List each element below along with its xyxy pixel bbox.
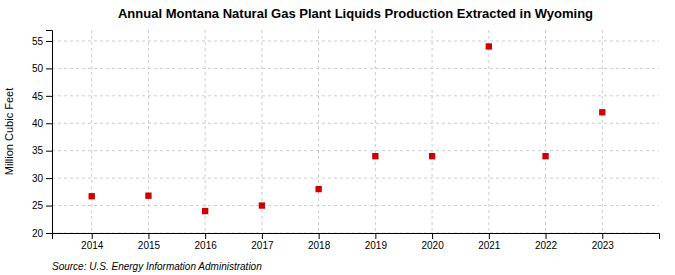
y-tick-mark: [46, 151, 52, 152]
x-tick-label: 2020: [421, 240, 444, 251]
x-grid-line: [91, 30, 92, 233]
y-tick: 20: [32, 228, 52, 239]
x-tick: 2023: [592, 233, 615, 251]
y-tick-label: 25: [32, 200, 44, 211]
point: [145, 193, 151, 199]
x-axis: 2014 2015 2016 2017 2018 2019 2020 2021 2022 2023: [53, 233, 660, 251]
x-grid-line: [205, 30, 206, 233]
y-tick-label: 35: [32, 145, 44, 156]
y-tick: 40: [32, 118, 52, 129]
chart: 2014 2015 2016 2017 2018 2019 2020 2021 2022 2023…: [0, 0, 675, 275]
x-tick-label: 2015: [138, 240, 161, 251]
y-grid-line: [52, 68, 659, 69]
point: [202, 208, 208, 214]
y-grid-line: [52, 205, 659, 206]
grid: [52, 30, 659, 233]
x-tick-label: 2018: [308, 240, 331, 251]
x-tick-label: 2023: [592, 240, 615, 251]
y-tick-label: 55: [32, 36, 44, 47]
y-tick-mark: [46, 68, 52, 69]
point: [429, 153, 435, 159]
point: [259, 202, 265, 208]
y-tick: 50: [32, 63, 52, 74]
x-tick: 2022: [535, 233, 558, 251]
x-tick-label: 2017: [251, 240, 274, 251]
points: [89, 43, 606, 214]
y-tick-mark: [46, 41, 52, 42]
point: [372, 153, 378, 159]
x-tick-label: 2016: [195, 240, 218, 251]
y-tick-label: 20: [32, 228, 44, 239]
y-axis-title: Million Cubic Feet: [3, 88, 15, 175]
x-tick-label: 2022: [535, 240, 558, 251]
point: [599, 109, 605, 115]
y-tick: 55: [32, 36, 52, 47]
y-tick: 30: [32, 173, 52, 184]
y-tick: 35: [32, 145, 52, 156]
title: Annual Montana Natural Gas Plant Liquids…: [118, 6, 593, 21]
x-tick-label: 2019: [365, 240, 388, 251]
y-tick-mark: [46, 178, 52, 179]
y-tick-mark: [46, 96, 52, 97]
x-tick-label: 2014: [81, 240, 104, 251]
y-grid-line: [52, 40, 659, 41]
point: [89, 193, 95, 199]
y-tick-label: 50: [32, 63, 44, 74]
y-axis-line: [46, 31, 53, 234]
x-tick-mark: [148, 233, 149, 239]
y-tick-label: 30: [32, 173, 44, 184]
y-grid-line: [52, 123, 659, 124]
x-tick-mark: [92, 233, 93, 239]
point: [486, 43, 492, 49]
point: [315, 186, 321, 192]
point: [542, 153, 548, 159]
y-grid-line: [52, 95, 659, 96]
y-tick-mark: [46, 233, 52, 234]
x-grid-line: [432, 30, 433, 233]
y-grid-line: [52, 150, 659, 151]
x-axis-line: [53, 234, 660, 240]
y-tick-label: 40: [32, 118, 44, 129]
y-tick-mark: [46, 123, 52, 124]
y-tick-label: 45: [32, 91, 44, 102]
x-tick-mark: [602, 233, 603, 239]
x-grid-line: [602, 30, 603, 233]
x-tick-mark: [546, 233, 547, 239]
y-tick-mark: [46, 206, 52, 207]
x-tick-label: 2021: [478, 240, 501, 251]
y-grid-line: [52, 178, 659, 179]
x-tick: 2021: [478, 233, 501, 251]
y-tick: 45: [32, 91, 52, 102]
x-tick: 2015: [138, 233, 161, 251]
x-grid-line: [318, 30, 319, 233]
x-tick-mark: [205, 233, 206, 239]
y-axis: 20 25 30 35 40 45 50 55: [32, 31, 53, 239]
x-tick: 2016: [195, 233, 218, 251]
x-grid-line: [148, 30, 149, 233]
x-tick: 2017: [251, 233, 274, 251]
x-tick: 2018: [308, 233, 331, 251]
x-grid-line: [375, 30, 376, 233]
x-tick: 2020: [421, 233, 444, 251]
source: Source: U.S. Energy Information Administ…: [52, 261, 262, 272]
x-grid-line: [488, 30, 489, 233]
x-grid-line: [545, 30, 546, 233]
x-tick: 2019: [365, 233, 388, 251]
x-tick-mark: [375, 233, 376, 239]
x-tick-mark: [432, 233, 433, 239]
x-tick: 2014: [81, 233, 104, 251]
x-tick-mark: [489, 233, 490, 239]
plot: 2014 2015 2016 2017 2018 2019 2020 2021 2022 2023…: [32, 30, 660, 251]
y-tick: 25: [32, 200, 52, 211]
x-tick-mark: [319, 233, 320, 239]
x-tick-mark: [262, 233, 263, 239]
